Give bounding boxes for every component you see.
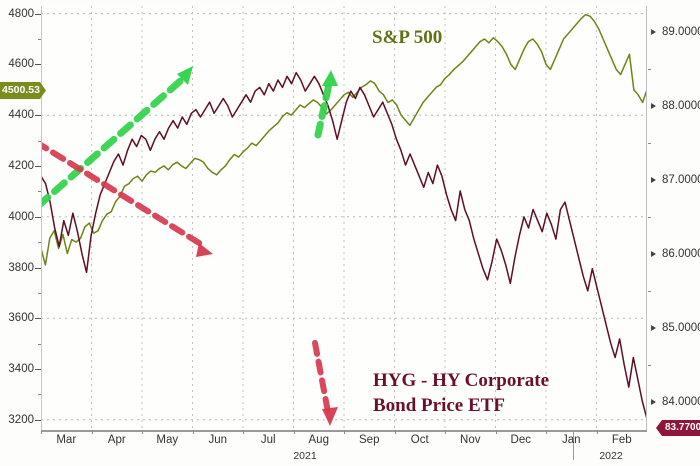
- x-axis-month-label: Jan: [561, 434, 581, 446]
- sp500-last-value-badge[interactable]: 4500.53: [0, 82, 46, 99]
- right-axis-tick-label: 85.0000: [662, 321, 700, 334]
- left-axis-minor-tick: [38, 292, 41, 294]
- hyg-down-arrow-long-head: [196, 243, 213, 257]
- right-axis-tick-label: 84.0000: [662, 395, 700, 408]
- hyg-down-arrow-long-shaft: [41, 141, 207, 249]
- x-axis-tick-mark: [596, 430, 598, 434]
- x-axis-tick-mark: [192, 430, 194, 434]
- x-axis-month-label: Feb: [611, 434, 632, 446]
- x-axis-tick-mark: [91, 430, 93, 434]
- right-axis-minor-tick: [648, 290, 651, 292]
- hyg-down-arrow-short-head: [322, 407, 338, 426]
- x-axis-tick-mark: [41, 430, 42, 434]
- left-axis-tick-mark: [35, 64, 41, 66]
- x-axis-month-label: Aug: [308, 434, 329, 446]
- hyg-down-arrow-short-shaft: [312, 340, 331, 415]
- right-axis-tick-label: 87.0000: [662, 173, 700, 186]
- x-axis-month-label: Apr: [107, 434, 126, 446]
- x-axis-month-label: Oct: [410, 434, 429, 446]
- left-axis-tick-mark: [35, 318, 41, 320]
- left-axis-tick-label: 4600: [8, 58, 34, 71]
- plot-area: [41, 6, 647, 430]
- right-axis-tick-label: 89.0000: [662, 25, 700, 38]
- left-axis-tick-label: 3600: [8, 312, 34, 325]
- right-axis-tick-arrow: [651, 102, 656, 109]
- left-axis-tick-label: 4400: [8, 109, 34, 122]
- left-axis-tick-label: 4200: [8, 159, 34, 172]
- x-axis-month-label: Jul: [260, 434, 276, 446]
- x-axis-month-label: Dec: [510, 434, 531, 446]
- right-axis-tick-arrow: [651, 176, 656, 183]
- left-axis-minor-tick: [38, 39, 41, 40]
- right-axis-minor-tick: [648, 68, 651, 70]
- right-axis-tick-label: 88.0000: [662, 99, 700, 112]
- x-axis-month-label: Mar: [56, 434, 77, 446]
- left-axis-minor-tick: [38, 140, 41, 142]
- left-axis-tick-label: 4000: [8, 210, 34, 223]
- left-axis-minor-tick: [38, 242, 41, 244]
- left-axis-tick-label: 3400: [8, 363, 34, 376]
- right-axis-tick-label: 86.0000: [662, 247, 700, 260]
- year-label-2022: 2022: [599, 450, 623, 462]
- x-axis-tick-mark: [243, 430, 244, 434]
- left-axis-tick-mark: [35, 216, 41, 218]
- hyg-series-label-line1: HYG - HY Corporate: [373, 370, 550, 391]
- left-axis-tick-label: 3800: [8, 261, 34, 274]
- left-axis-tick-label: 4800: [8, 7, 34, 20]
- x-axis-month-label: Jun: [208, 434, 228, 446]
- right-axis-minor-tick: [648, 216, 651, 218]
- x-axis-month-label: Sep: [359, 434, 380, 446]
- spx-up-arrow-long-shaft: [41, 72, 190, 209]
- left-axis-tick-mark: [35, 419, 41, 421]
- x-axis-month-label: Nov: [460, 434, 481, 446]
- right-axis-tick-arrow: [651, 28, 656, 35]
- series-line-hyg: [41, 71, 647, 420]
- left-axis-tick-mark: [35, 115, 41, 117]
- x-axis-tick-mark: [445, 430, 446, 434]
- x-axis-tick-mark: [344, 430, 345, 434]
- plot-svg: [41, 6, 647, 430]
- left-axis-minor-tick: [38, 191, 41, 193]
- right-axis-minor-tick: [648, 142, 651, 144]
- x-axis-month-label: May: [156, 434, 179, 446]
- trend-arrows: [41, 66, 338, 426]
- left-axis-tick-label: 3200: [8, 413, 34, 426]
- right-axis-tick-arrow: [651, 324, 656, 331]
- hyg-last-value-badge[interactable]: 83.7700: [656, 420, 700, 436]
- left-axis-tick-mark: [35, 369, 41, 371]
- hyg-series-label-line2: Bond Price ETF: [373, 395, 505, 416]
- year-separator-line: [573, 431, 574, 460]
- spx-up-arrow-short-shaft: [314, 80, 333, 139]
- left-axis-line: [41, 6, 42, 430]
- left-axis-tick-mark: [35, 267, 41, 269]
- left-axis-minor-tick: [38, 343, 41, 345]
- x-axis-tick-mark: [394, 430, 396, 434]
- x-axis-tick-mark: [546, 430, 547, 434]
- x-axis-tick-mark: [293, 430, 295, 434]
- sp500-series-label: S&P 500: [372, 27, 443, 48]
- right-axis-tick-arrow: [651, 250, 656, 257]
- x-axis-tick-mark: [495, 430, 497, 434]
- left-axis-tick-mark: [35, 165, 41, 167]
- spx-up-arrow-short-head: [322, 70, 338, 86]
- spx-up-arrow-long-head: [177, 66, 193, 85]
- x-axis-tick-mark: [142, 430, 143, 434]
- vertical-gridlines: [91, 6, 597, 430]
- left-axis-tick-mark: [35, 13, 41, 15]
- hyg-series-label: HYG - HY Corporate Bond Price ETF: [373, 368, 549, 418]
- right-axis-line: [646, 6, 647, 430]
- year-label-2021: 2021: [293, 450, 317, 462]
- series-line-sp500: [41, 13, 647, 266]
- right-axis-tick-arrow: [651, 398, 656, 405]
- right-axis-minor-tick: [648, 364, 651, 366]
- left-axis-minor-tick: [38, 394, 41, 396]
